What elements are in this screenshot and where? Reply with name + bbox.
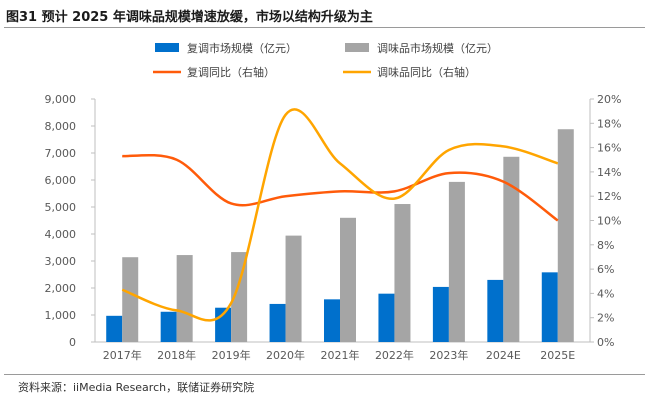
- left-tick-label: 3,000: [45, 255, 77, 268]
- right-tick-label: 16%: [597, 142, 621, 155]
- title-divider: [4, 27, 645, 28]
- left-tick-label: 2,000: [45, 282, 77, 295]
- legend-label: 调味品同比（右轴）: [377, 65, 476, 79]
- x-tick-label: 2023年: [429, 348, 468, 362]
- x-tick-label: 2019年: [212, 348, 251, 362]
- bar-seasoning-2020年: [285, 235, 302, 342]
- bar-seasoning-2018年: [176, 255, 193, 342]
- bar-compound-seasoning-2022年: [378, 293, 395, 342]
- left-tick-label: 0: [69, 336, 76, 349]
- right-tick-label: 20%: [597, 93, 621, 106]
- right-tick-label: 2%: [597, 312, 614, 325]
- left-tick-label: 5,000: [45, 201, 77, 214]
- x-tick-label: 2020年: [266, 348, 305, 362]
- x-tick-label: 2022年: [375, 348, 414, 362]
- legend-swatch: [345, 43, 369, 52]
- bar-compound-seasoning-2023年: [432, 286, 449, 342]
- right-tick-label: 18%: [597, 117, 621, 130]
- bar-seasoning-2023年: [448, 181, 465, 342]
- bar-compound-seasoning-2020年: [269, 303, 286, 342]
- right-tick-label: 0%: [597, 336, 614, 349]
- right-tick-label: 14%: [597, 166, 621, 179]
- bar-compound-seasoning-2017年: [106, 315, 123, 342]
- x-tick-label: 2018年: [157, 348, 196, 362]
- x-tick-label: 2024E: [486, 349, 521, 362]
- legend-label: 复调市场规模（亿元）: [187, 41, 297, 55]
- left-tick-label: 1,000: [45, 309, 77, 322]
- legend-label: 调味品市场规模（亿元）: [377, 41, 498, 55]
- bar-seasoning-2025E: [557, 129, 574, 342]
- bar-seasoning-2017年: [122, 257, 139, 342]
- bar-seasoning-2024E: [503, 156, 520, 342]
- legend-label: 复调同比（右轴）: [187, 65, 275, 79]
- left-tick-label: 4,000: [45, 228, 77, 241]
- x-tick-label: 2021年: [321, 348, 360, 362]
- bar-compound-seasoning-2018年: [160, 311, 177, 342]
- source-divider: [4, 374, 645, 375]
- right-tick-label: 10%: [597, 215, 621, 228]
- x-tick-label: 2017年: [103, 348, 142, 362]
- left-tick-label: 6,000: [45, 174, 77, 187]
- right-tick-label: 8%: [597, 239, 614, 252]
- right-tick-label: 4%: [597, 287, 614, 300]
- x-tick-label: 2025E: [540, 349, 575, 362]
- legend-swatch: [155, 43, 179, 52]
- bar-compound-seasoning-2025E: [541, 272, 558, 342]
- right-tick-label: 12%: [597, 190, 621, 203]
- bar-seasoning-2021年: [340, 217, 356, 342]
- right-tick-label: 6%: [597, 263, 614, 276]
- source-note: 资料来源：iiMedia Research，联储证券研究院: [18, 381, 255, 394]
- left-tick-label: 8,000: [45, 120, 77, 133]
- bar-compound-seasoning-2024E: [487, 279, 504, 342]
- figure-title: 图31 预计 2025 年调味品规模增速放缓，市场以结构升级为主: [6, 10, 373, 25]
- line-compound-seasoning-yoy: [122, 153, 559, 222]
- left-tick-label: 7,000: [45, 147, 77, 160]
- bar-seasoning-2019年: [231, 252, 248, 342]
- left-tick-label: 9,000: [45, 93, 77, 106]
- bar-seasoning-2022年: [394, 204, 411, 342]
- bar-compound-seasoning-2021年: [324, 299, 340, 342]
- line-seasoning-yoy: [121, 108, 559, 322]
